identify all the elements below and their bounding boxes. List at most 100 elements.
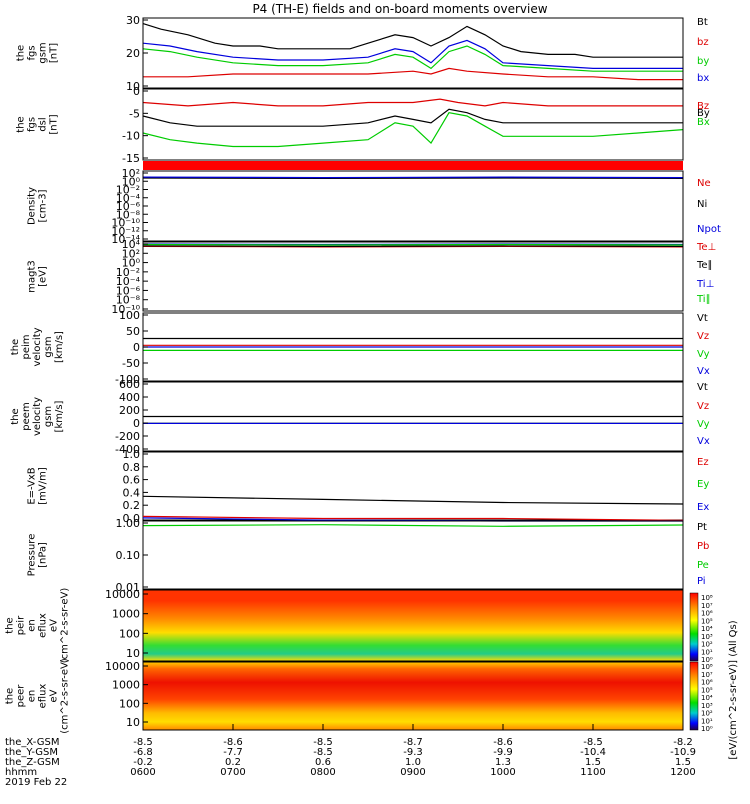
legend-pt: Pt: [697, 522, 707, 533]
legend-pb: Pb: [697, 541, 709, 552]
spectrogram-electron: [143, 662, 683, 730]
legend-bx: bx: [697, 73, 709, 84]
spectrogram-ion: [143, 590, 683, 661]
y-tick-label: 10: [126, 647, 140, 660]
y-tick-label: 1.00: [116, 517, 141, 530]
panel-9: 10 100 1000 10000 thepeirenefluxeV(cm^2-s-sr…: [5, 588, 684, 664]
y-tick-label: 100: [119, 697, 140, 710]
panel-frame: [143, 521, 683, 589]
y-axis-label: Density[cm-3]: [27, 187, 49, 225]
y-tick-label: -10: [122, 130, 140, 143]
y-axis-label: magt3[eV]: [27, 260, 49, 293]
y-axis-label: thepeirenefluxeV(cm^2-s-sr-eV): [5, 588, 71, 664]
series-te∥: [143, 246, 683, 247]
legend-bx: Bx: [697, 117, 710, 128]
y-tick-label: 10000: [105, 660, 140, 673]
y-tick-label: 10⁴: [122, 238, 141, 251]
series-ti∥: [143, 245, 683, 246]
legend-ne: Ne: [697, 178, 711, 189]
y-tick-label: 30: [126, 14, 140, 27]
series-npot: [143, 177, 683, 178]
legend-vt: Vt: [697, 313, 708, 324]
y-tick-label: 10000: [105, 588, 140, 601]
y-tick-label: -200: [115, 430, 140, 443]
series-pt: [143, 496, 683, 504]
series-bz: [143, 99, 683, 106]
series-by: [143, 46, 683, 71]
legend-bt: Bt: [697, 17, 708, 28]
figure-title: P4 (TH-E) fields and on-board moments ov…: [252, 2, 547, 16]
legend-vx: Vx: [697, 436, 710, 447]
legend-vy: Vy: [697, 349, 710, 360]
colorbar-label: [eV/(cm^2-s-sr-eV)] (All Qs): [728, 620, 739, 759]
legend-ey: Ey: [697, 479, 709, 490]
legend-ez: Ez: [697, 457, 709, 468]
y-tick-label: 0.2: [123, 499, 141, 512]
y-tick-label: 50: [126, 325, 140, 338]
ephemeris-value: 0900: [400, 767, 425, 778]
legend-vt: Vt: [697, 382, 708, 393]
y-tick-label: 0: [133, 85, 140, 98]
y-tick-label: 0.6: [123, 474, 141, 487]
y-tick-label: 100: [119, 309, 140, 322]
y-tick-label: 1.0: [123, 448, 141, 461]
y-axis-label: thefgsgsm[nT]: [16, 42, 60, 63]
legend-vy: Vy: [697, 419, 710, 430]
ephemeris-value: 0800: [310, 767, 335, 778]
y-axis-label: thepeemvelocitygsm[km/s]: [10, 397, 65, 436]
ephemeris-value: 1100: [580, 767, 605, 778]
y-tick-label: 1000: [112, 608, 140, 621]
panel-10: 10100100010000thepeerenefluxeV(cm^2-s-sr…: [5, 658, 684, 734]
series-by: [143, 109, 683, 126]
panel-3: 10⁻¹⁴10⁻¹²10⁻¹⁰10⁻⁸10⁻⁶10⁻⁴10⁻²10⁰10²NeN…: [27, 167, 721, 246]
panel-frame: [143, 171, 683, 241]
y-tick-label: 10²: [122, 167, 140, 180]
ephemeris-value: 1200: [670, 767, 695, 778]
y-tick-label: -15: [122, 152, 140, 165]
panel-frame: [143, 452, 683, 520]
y-tick-label: 0: [133, 341, 140, 354]
colorbar: [690, 662, 698, 730]
y-tick-label: -5: [129, 107, 140, 120]
y-tick-label: 1000: [112, 679, 140, 692]
colorbar: [690, 593, 698, 661]
legend-vz: Vz: [697, 401, 709, 412]
legend-te⊥: Te⊥: [696, 242, 716, 253]
y-tick-label: 0.10: [116, 549, 141, 562]
legend-by: by: [697, 56, 709, 67]
legend-vz: Vz: [697, 331, 709, 342]
legend-ti∥: Ti∥: [696, 294, 711, 305]
y-tick-label: -50: [122, 357, 140, 370]
y-tick-label: 0.4: [123, 486, 141, 499]
ephemeris-value: 0600: [130, 767, 155, 778]
legend-pi: Pi: [697, 576, 706, 587]
y-tick-label: 100: [119, 627, 140, 640]
legend-ex: Ex: [697, 502, 709, 513]
ephemeris-value: 0700: [220, 767, 245, 778]
legend-pe: Pe: [697, 560, 709, 571]
series-bx: [143, 113, 683, 147]
panel-frame: [143, 89, 683, 160]
colorbar-tick: 10⁰: [701, 725, 713, 733]
legend-vx: Vx: [697, 366, 710, 377]
series-bz: [143, 68, 683, 79]
date-label: 2019 Feb 22: [5, 777, 67, 788]
colorbars: 10⁸10⁷10⁶10⁵10⁴10³10²10¹10⁰10⁸10⁷10⁶10⁵1…: [690, 593, 739, 760]
y-axis-label: Pressure[nPa]: [27, 534, 49, 577]
y-axis-label: thepeerenefluxeV(cm^2-s-sr-eV): [5, 658, 71, 734]
y-axis-label: E=-VxB[mV/m]: [27, 467, 49, 505]
y-tick-label: 0.8: [123, 461, 141, 474]
status-bar: [143, 161, 683, 170]
series-pe: [143, 525, 683, 527]
y-tick-label: 0: [133, 417, 140, 430]
y-axis-label: thepeimvelocitygsm[km/s]: [10, 327, 65, 366]
